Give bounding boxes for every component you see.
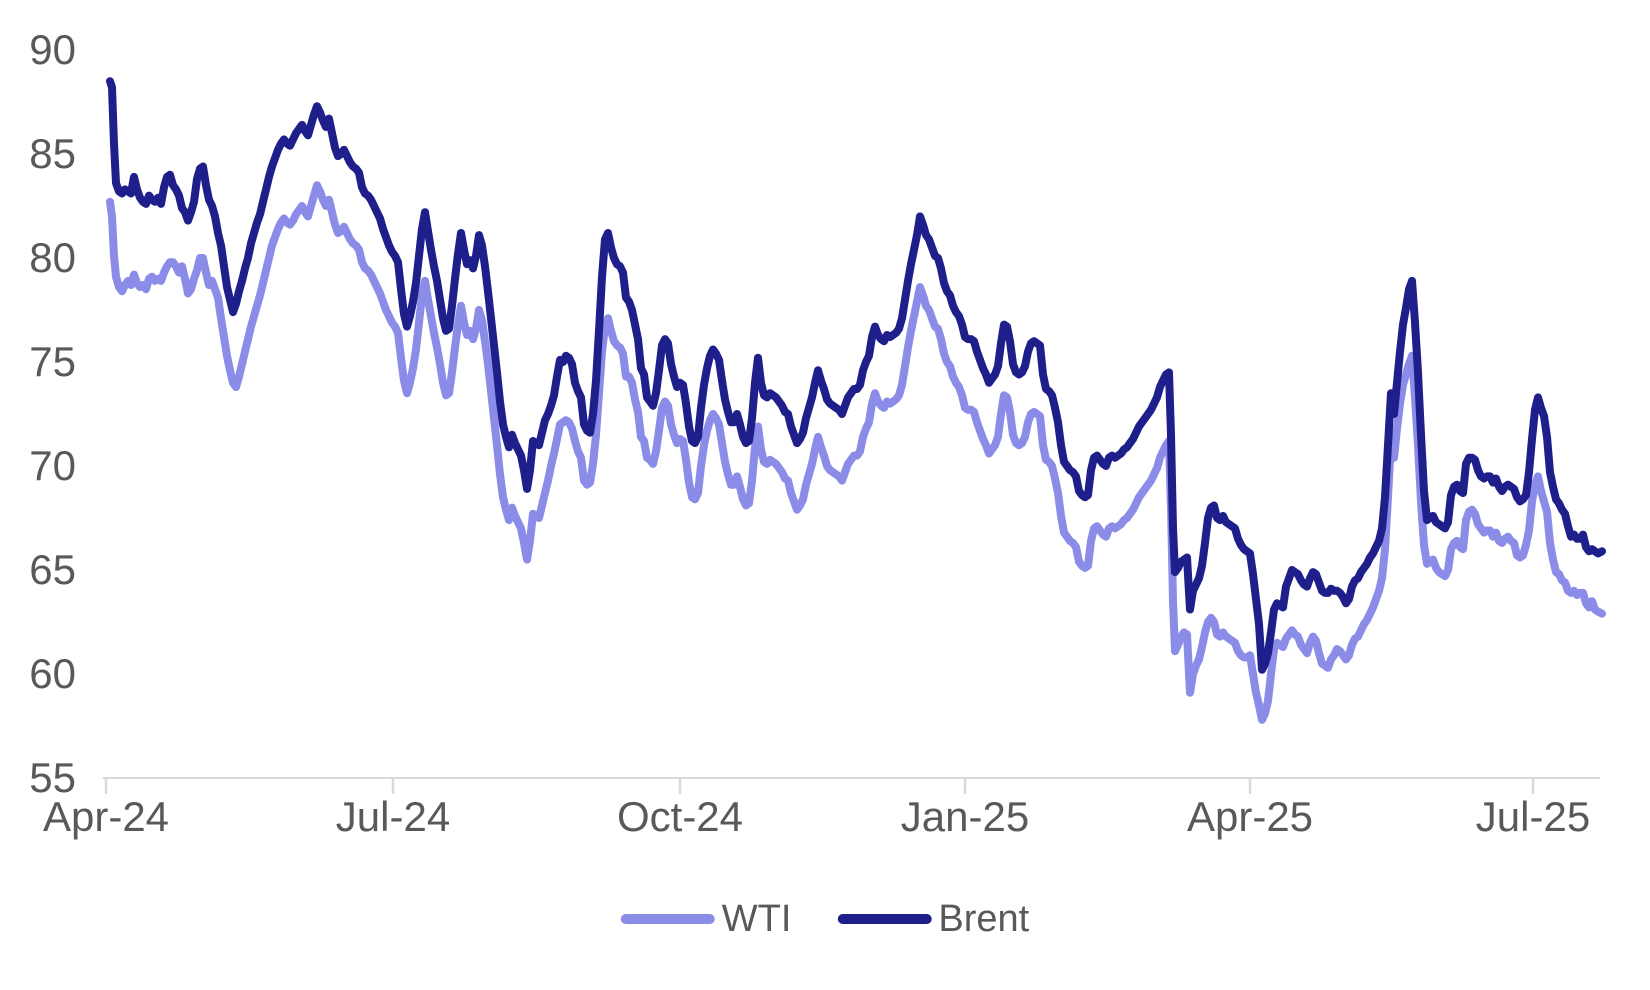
legend-item-wti: WTI xyxy=(620,898,792,940)
x-tick-label: Apr-25 xyxy=(1186,793,1314,840)
wti-legend-swatch xyxy=(620,914,715,924)
x-tick-label: Apr-24 xyxy=(42,793,170,840)
y-tick-label: 90 xyxy=(29,26,76,73)
y-tick-label: 80 xyxy=(29,234,76,281)
wti-series-line xyxy=(106,181,1606,724)
legend-item-brent: Brent xyxy=(837,898,1029,940)
y-tick-label: 85 xyxy=(29,130,76,177)
wti-legend-label: WTI xyxy=(721,898,792,940)
y-tick-label: 65 xyxy=(29,546,76,593)
y-tick-label: 75 xyxy=(29,338,76,385)
x-tick-label: Jan-25 xyxy=(900,793,1030,840)
legend: WTI Brent xyxy=(620,898,1029,940)
x-tick-label: Jul-24 xyxy=(335,793,451,840)
brent-legend-label: Brent xyxy=(938,898,1030,940)
y-tick-label: 60 xyxy=(29,650,76,697)
x-tick-label: Jul-25 xyxy=(1475,793,1591,840)
y-tick-label: 55 xyxy=(29,754,76,801)
y-tick-label: 70 xyxy=(29,442,76,489)
brent-legend-swatch xyxy=(837,914,932,924)
x-tick-label: Oct-24 xyxy=(616,793,744,840)
brent-series-line xyxy=(106,77,1606,674)
